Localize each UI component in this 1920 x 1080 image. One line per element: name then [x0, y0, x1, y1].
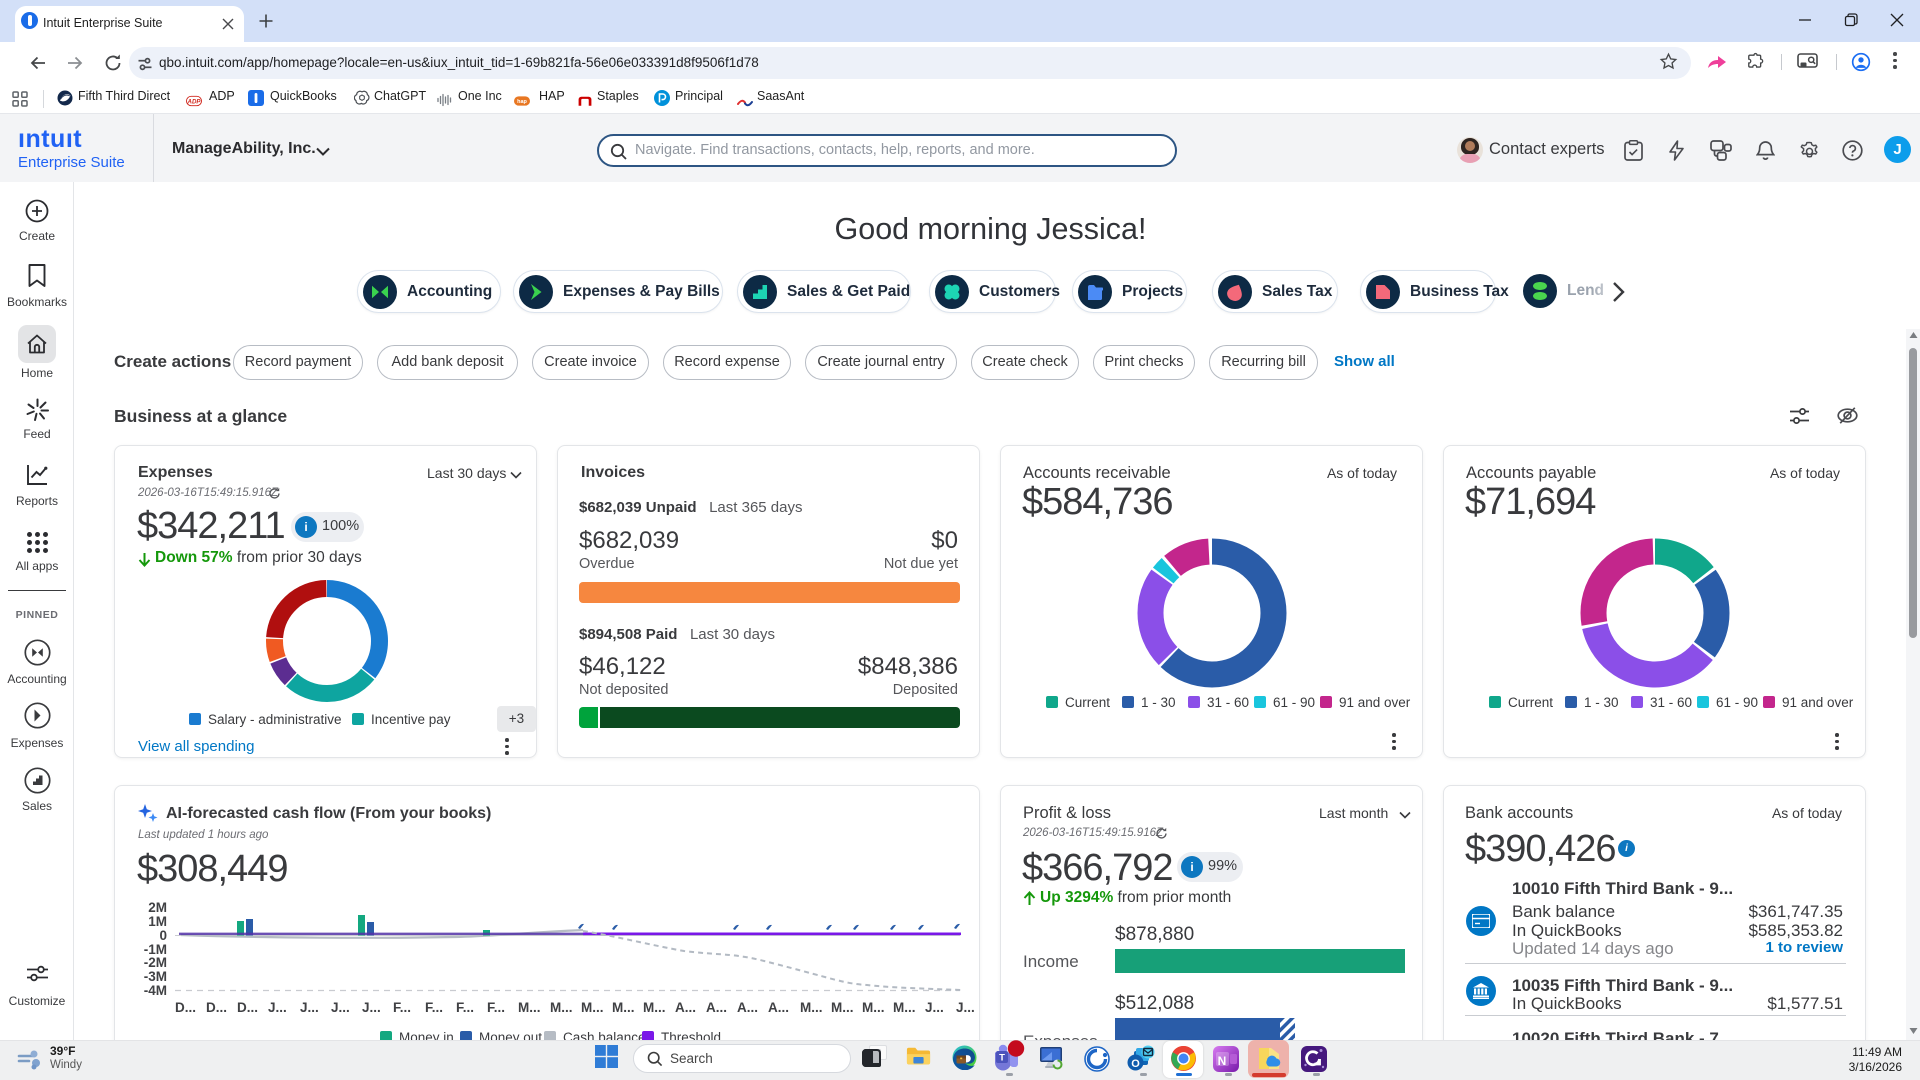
svg-text:N: N: [1218, 1054, 1227, 1068]
svg-text:M...: M...: [862, 1000, 885, 1015]
svg-text:O: O: [1131, 1058, 1140, 1070]
svg-text:D...: D...: [206, 1000, 227, 1015]
svg-text:M...: M...: [800, 1000, 823, 1015]
svg-text:A...: A...: [768, 1000, 789, 1015]
svg-text:F...: F...: [393, 1000, 411, 1015]
svg-text:D...: D...: [237, 1000, 258, 1015]
svg-text:hap: hap: [517, 99, 527, 105]
svg-text:A...: A...: [706, 1000, 727, 1015]
svg-text:M...: M...: [581, 1000, 604, 1015]
svg-text:ADP: ADP: [187, 98, 202, 105]
svg-text:J...: J...: [300, 1000, 319, 1015]
svg-text:D...: D...: [175, 1000, 196, 1015]
svg-text:M...: M...: [893, 1000, 916, 1015]
svg-text:J...: J...: [362, 1000, 381, 1015]
svg-text:F...: F...: [456, 1000, 474, 1015]
svg-text:J...: J...: [925, 1000, 944, 1015]
svg-text:-2M: -2M: [144, 955, 167, 970]
svg-text:J...: J...: [331, 1000, 350, 1015]
svg-text:A...: A...: [675, 1000, 696, 1015]
svg-text:A...: A...: [737, 1000, 758, 1015]
svg-text:M...: M...: [643, 1000, 666, 1015]
svg-text:M...: M...: [518, 1000, 541, 1015]
svg-text:-4M: -4M: [144, 983, 167, 998]
svg-text:F...: F...: [487, 1000, 505, 1015]
svg-text:-3M: -3M: [144, 969, 167, 984]
svg-text:2M: 2M: [148, 900, 167, 915]
svg-text:M...: M...: [612, 1000, 635, 1015]
svg-text:1M: 1M: [148, 914, 167, 929]
svg-text:F...: F...: [425, 1000, 443, 1015]
svg-text:T: T: [999, 1053, 1005, 1064]
svg-text:J...: J...: [268, 1000, 287, 1015]
svg-text:J...: J...: [956, 1000, 975, 1015]
svg-text:M...: M...: [550, 1000, 573, 1015]
svg-text:-1M: -1M: [144, 942, 167, 957]
svg-text:0: 0: [159, 928, 167, 943]
svg-text:M...: M...: [831, 1000, 854, 1015]
